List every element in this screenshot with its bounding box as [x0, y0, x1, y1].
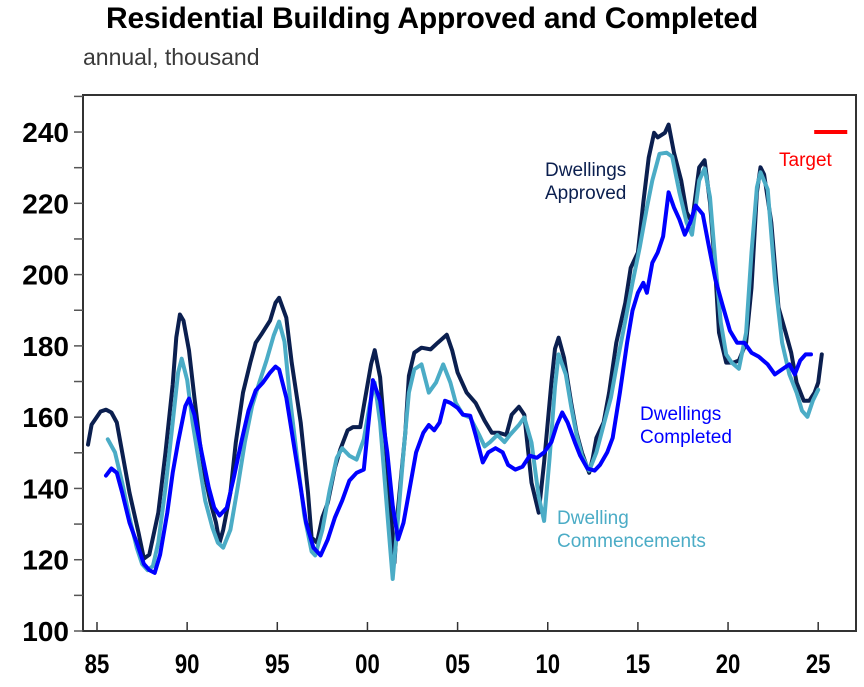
- x-tick-label: 10: [535, 650, 560, 680]
- series-label: Dwellings: [640, 404, 721, 425]
- series-line-dwellings-approved: [86, 122, 824, 565]
- y-tick-label: 120: [22, 545, 69, 576]
- x-tick-label: 20: [716, 650, 741, 680]
- y-tick-label: 180: [22, 331, 69, 362]
- x-tick-label: 15: [626, 650, 651, 680]
- x-tick-label: 00: [355, 650, 380, 680]
- target-label: Target: [779, 150, 833, 171]
- series-label: Completed: [640, 427, 732, 448]
- y-axis: 100 120 140 160 180 200 220 240: [22, 95, 83, 647]
- y-tick-label: 200: [22, 260, 69, 291]
- series-label: Dwelling: [557, 508, 629, 529]
- chart-title: Residential Building Approved and Comple…: [105, 2, 758, 35]
- x-tick-label: 90: [175, 650, 200, 680]
- x-tick-label: 95: [265, 650, 290, 680]
- y-tick-label: 160: [22, 402, 69, 433]
- series-line-dwellings-completed: [104, 190, 813, 575]
- x-tick-label: 85: [85, 650, 110, 680]
- y-tick-label: 220: [22, 188, 69, 219]
- series-layer: [86, 122, 824, 581]
- series-label: Commencements: [557, 531, 706, 552]
- chart-subtitle: annual, thousand: [83, 44, 260, 70]
- y-tick-label: 240: [22, 117, 69, 148]
- series-labels: TargetDwellingsApprovedDwellingCommencem…: [545, 130, 848, 552]
- x-axis: 85 90 95 00 05 10 15 20 25: [85, 622, 831, 680]
- x-tick-label: 25: [806, 650, 831, 680]
- y-tick-label: 100: [22, 616, 69, 647]
- series-label: Dwellings: [545, 160, 626, 181]
- y-tick-label: 140: [22, 473, 69, 504]
- x-tick-label: 05: [445, 650, 470, 680]
- series-label: Approved: [545, 183, 626, 204]
- plot-frame: [82, 94, 857, 632]
